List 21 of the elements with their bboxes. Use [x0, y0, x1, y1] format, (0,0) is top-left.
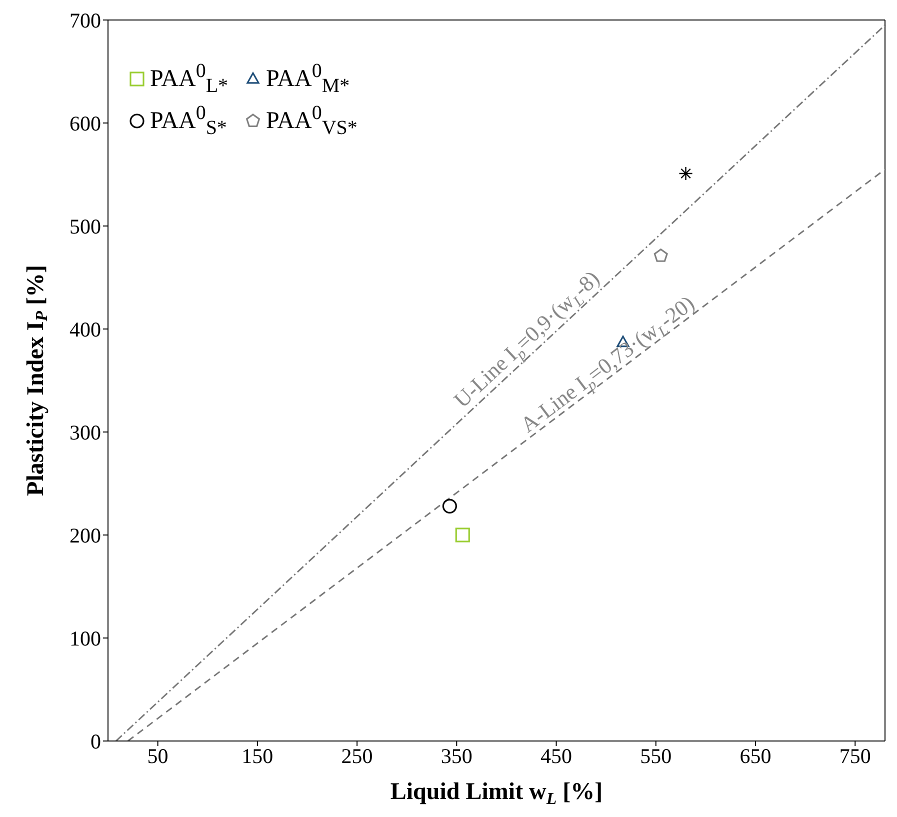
- x-tick-label: 550: [640, 744, 672, 768]
- y-tick-label: 100: [70, 626, 101, 650]
- point: [442, 498, 457, 514]
- point: [654, 248, 668, 262]
- x-tick-label: 750: [839, 744, 871, 768]
- y-tick-label: 400: [70, 317, 101, 342]
- x-tick-label: 250: [341, 744, 373, 768]
- point: [455, 528, 470, 542]
- x-axis-title: Liquid Limit w$_{L}$ [%]: [390, 779, 603, 808]
- x-tick-label: 50: [147, 744, 168, 768]
- y-tick-label: 600: [70, 111, 101, 136]
- x-tick-label: 450: [540, 744, 572, 768]
- point: [678, 166, 693, 181]
- y-tick-label: 700: [70, 8, 101, 32]
- x-tick-label: 150: [242, 744, 274, 768]
- y-tick-label: 0: [90, 729, 101, 754]
- y-tick-label: 300: [70, 420, 101, 444]
- y-tick-label: 200: [70, 523, 101, 548]
- x-tick-label: 650: [740, 744, 772, 768]
- y-tick-label: 500: [70, 214, 101, 238]
- x-tick-label: 350: [440, 744, 472, 768]
